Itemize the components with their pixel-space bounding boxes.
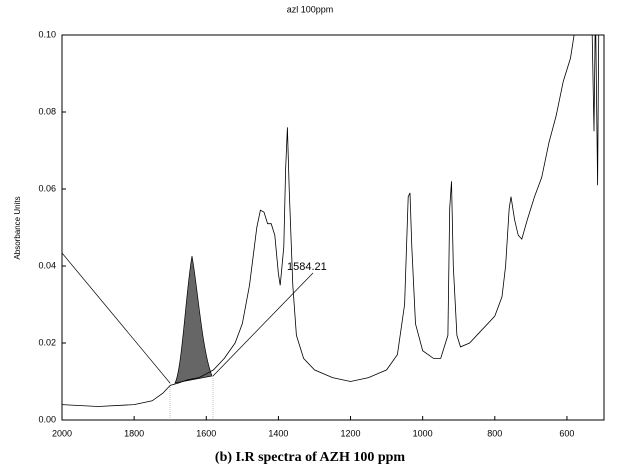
x-tick-label: 2000 bbox=[52, 428, 72, 438]
y-tick-label: 0.00 bbox=[38, 414, 56, 424]
baseline-line bbox=[212, 272, 314, 377]
annotation: 1584.21 bbox=[287, 261, 327, 273]
y-tick-label: 0.04 bbox=[38, 260, 56, 270]
x-tick-label: 600 bbox=[559, 428, 574, 438]
plot-frame bbox=[61, 34, 605, 421]
caption: (b) I.R spectra of AZH 100 ppm bbox=[215, 450, 406, 465]
x-tick-label: 1000 bbox=[413, 428, 433, 438]
y-axis-label: Absorbance Units bbox=[13, 196, 22, 259]
chart-title: azl 100ppm bbox=[287, 4, 334, 14]
x-tick-label: 1200 bbox=[341, 428, 361, 438]
y-tick-label: 0.10 bbox=[38, 29, 56, 39]
spectrum-line bbox=[61, 34, 600, 407]
baseline-line bbox=[61, 252, 171, 384]
x-tick-label: 1600 bbox=[196, 428, 216, 438]
integrated-peak bbox=[174, 255, 213, 384]
y-tick-label: 0.08 bbox=[38, 106, 56, 116]
y-tick-label: 0.02 bbox=[38, 337, 56, 347]
x-tick-label: 1800 bbox=[124, 428, 144, 438]
x-tick-label: 1400 bbox=[268, 428, 288, 438]
x-tick-label: 800 bbox=[487, 428, 502, 438]
y-tick-label: 0.06 bbox=[38, 183, 56, 193]
